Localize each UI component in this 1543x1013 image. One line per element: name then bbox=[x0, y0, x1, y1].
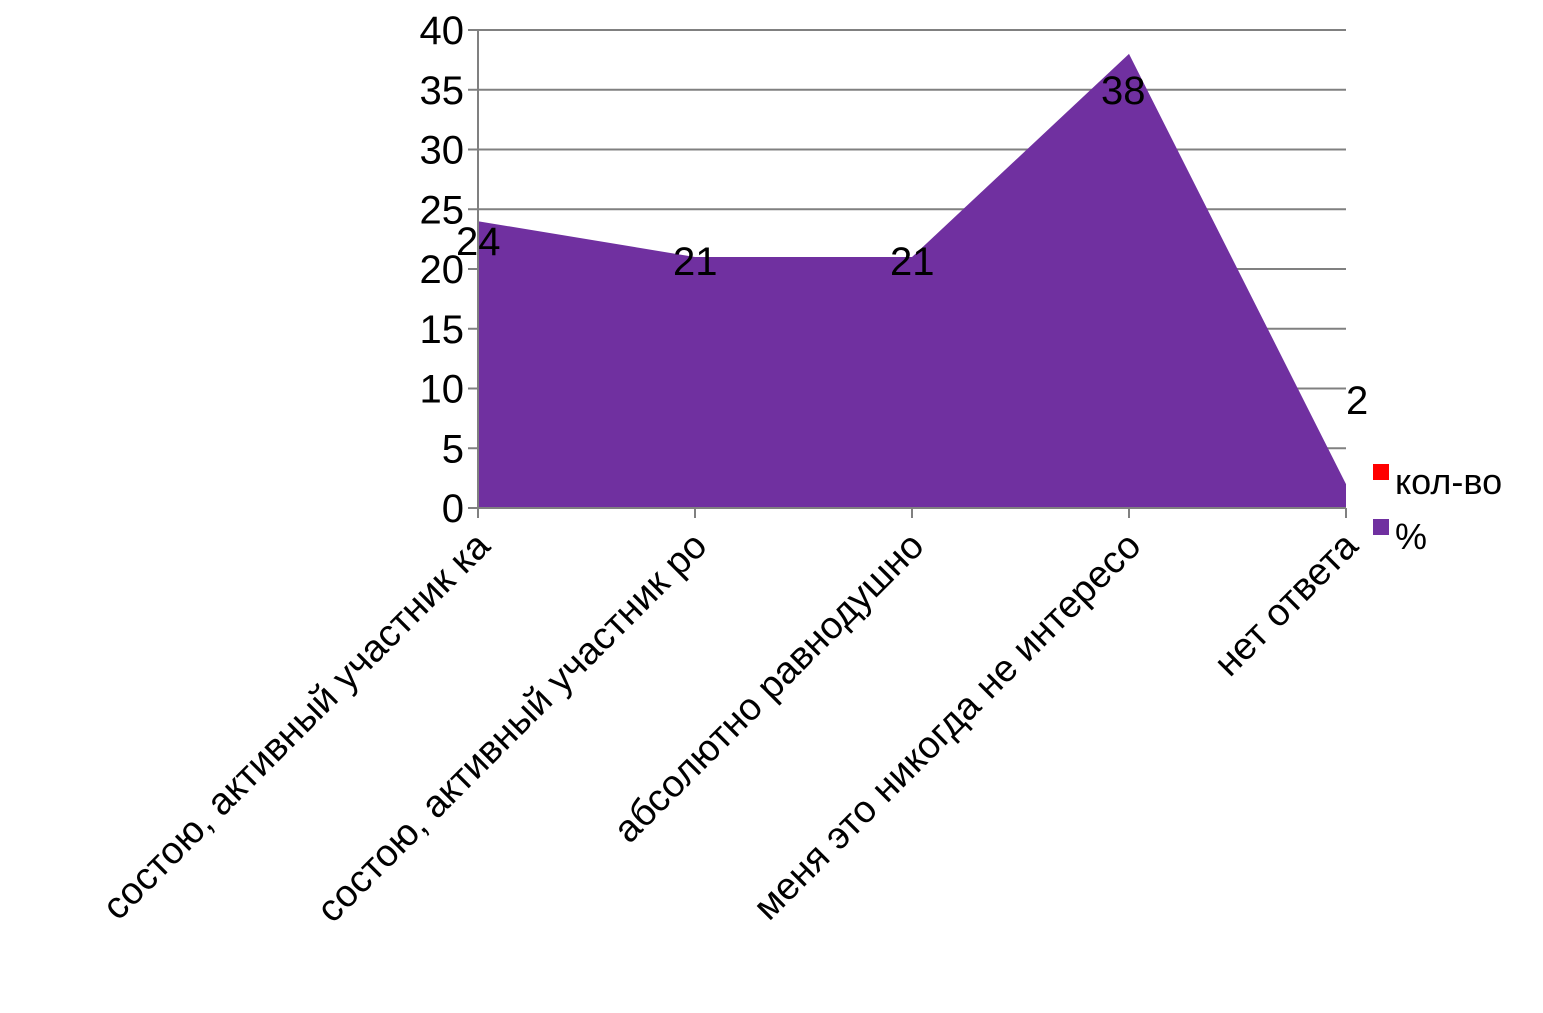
y-tick-label: 0 bbox=[442, 487, 464, 531]
axes bbox=[468, 29, 1347, 518]
x-category-label: нет ответа bbox=[1206, 524, 1367, 685]
series-area-layer bbox=[477, 53, 1347, 509]
y-tick-label: 5 bbox=[442, 427, 464, 471]
legend-swatch bbox=[1373, 464, 1389, 480]
legend-label: кол-во bbox=[1395, 461, 1502, 502]
data-label: 21 bbox=[673, 240, 718, 284]
series-area-percent bbox=[478, 53, 1346, 509]
y-tick-label: 15 bbox=[420, 308, 465, 352]
y-tick-label: 35 bbox=[420, 69, 465, 113]
y-tick-label: 40 bbox=[420, 9, 465, 53]
x-category-label: состою, активный участник ро bbox=[309, 525, 715, 931]
data-label: 2 bbox=[1346, 379, 1368, 423]
data-labels: 24 21 21 38 2 bbox=[456, 69, 1368, 423]
y-tick-labels: 0 5 10 15 20 25 30 35 40 bbox=[420, 9, 465, 531]
data-label: 38 bbox=[1101, 69, 1146, 113]
legend-label: % bbox=[1395, 516, 1427, 557]
x-category-label: состою, активный участник ка bbox=[95, 524, 499, 928]
y-tick-label: 25 bbox=[420, 188, 465, 232]
y-tick-label: 30 bbox=[420, 129, 465, 173]
x-category-label: меня это никогда не интересо bbox=[746, 525, 1150, 929]
legend-swatch bbox=[1373, 519, 1389, 535]
data-label: 21 bbox=[890, 240, 935, 284]
y-tick-label: 10 bbox=[420, 368, 465, 412]
legend: кол-во% bbox=[1373, 461, 1502, 557]
data-label: 24 bbox=[456, 220, 501, 264]
y-tick-label: 20 bbox=[420, 248, 465, 292]
